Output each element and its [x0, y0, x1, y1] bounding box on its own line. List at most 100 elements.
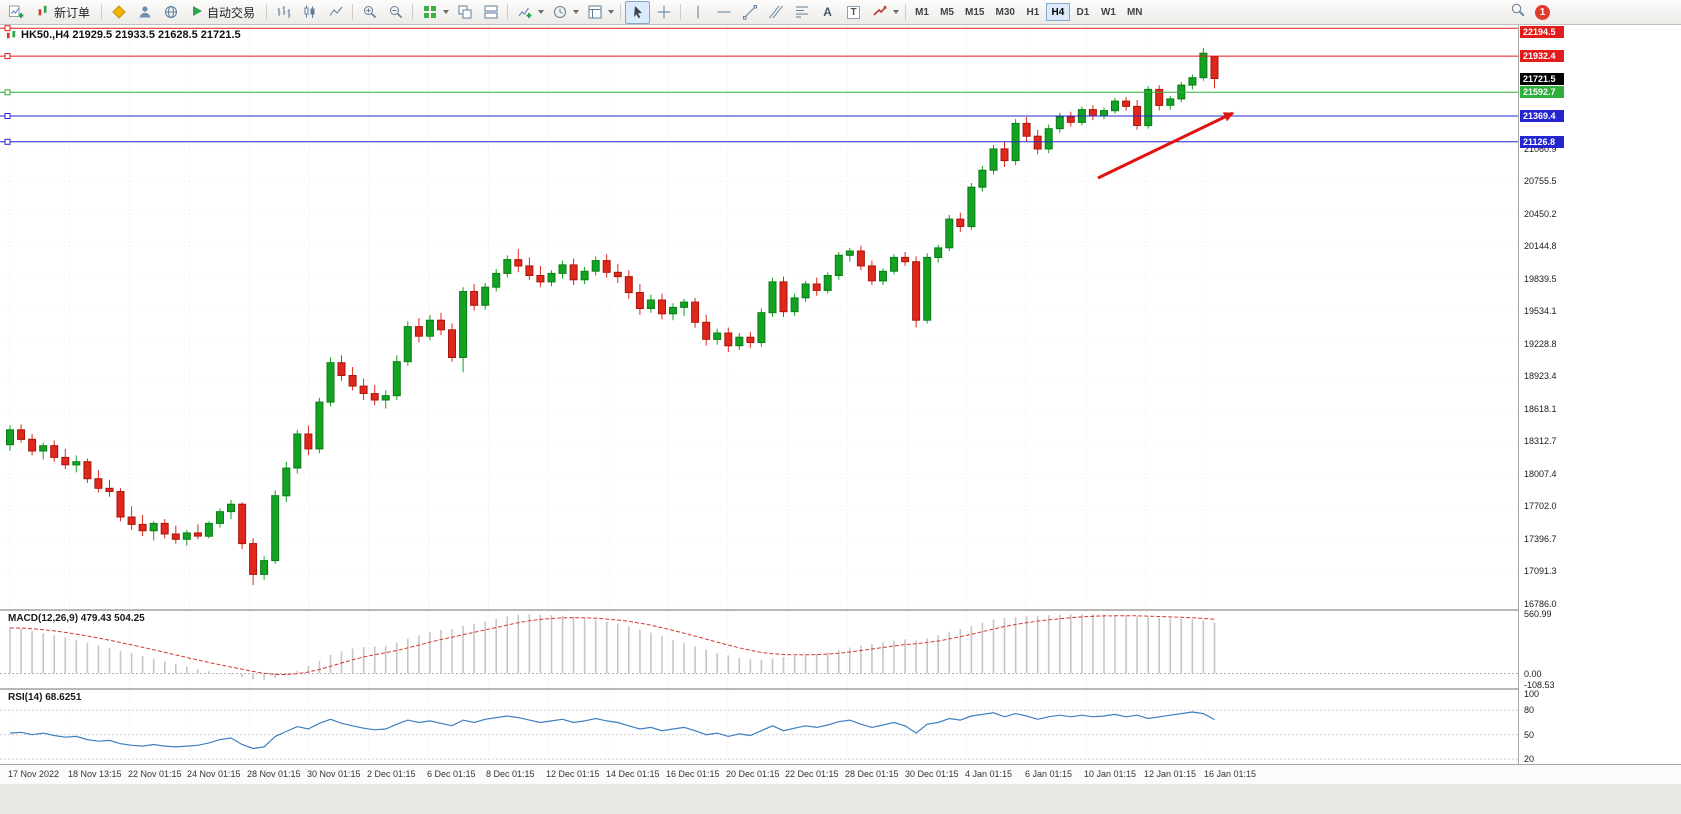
rsi-chart [0, 690, 1518, 764]
search-icon[interactable] [1510, 2, 1526, 23]
price-tick: 17091.3 [1524, 566, 1557, 577]
line-price-tag: 21592.7 [1520, 86, 1564, 99]
mql5-icon[interactable] [106, 1, 131, 24]
profile-icon[interactable] [132, 1, 157, 24]
rsi-tick: 80 [1524, 705, 1535, 716]
chevron-down-icon[interactable] [538, 10, 545, 14]
macd-signal-line [9, 615, 1215, 676]
trend-arrow[interactable] [1097, 111, 1234, 180]
time-label: 12 Jan 01:15 [1144, 769, 1197, 779]
chevron-down-icon[interactable] [608, 10, 615, 14]
tile-horizontal-icon[interactable] [478, 1, 503, 24]
horizontal-line[interactable] [0, 53, 1518, 60]
cascade-windows-icon[interactable] [452, 1, 477, 24]
price-tick: 18923.4 [1524, 371, 1557, 382]
timeframe-d1[interactable]: D1 [1071, 3, 1095, 21]
shapes-icon[interactable] [867, 1, 892, 24]
chevron-down-icon[interactable] [443, 10, 450, 14]
new-order-button[interactable]: 新订单 [29, 2, 97, 23]
rsi-line [9, 711, 1215, 750]
timeframe-h1[interactable]: H1 [1021, 3, 1045, 21]
price-tick: 20144.8 [1524, 241, 1557, 252]
rsi-pane[interactable]: RSI(14) 68.6251 [0, 690, 1518, 764]
crosshair-icon[interactable] [651, 1, 676, 24]
autotrading-button[interactable]: 自动交易 [184, 2, 262, 23]
horizontal-line[interactable] [0, 113, 1518, 119]
text-tool-icon[interactable]: A [823, 5, 832, 19]
candlestick-chart[interactable] [0, 25, 1518, 609]
window-margin [0, 784, 1681, 814]
add-indicator-icon[interactable] [512, 1, 537, 24]
grid [9, 611, 1207, 688]
price-chart-pane[interactable]: HK50.,H4 21929.5 21933.5 21628.5 21721.5 [0, 25, 1518, 609]
timeframe-mn[interactable]: MN [1122, 3, 1148, 21]
new-chart-icon[interactable] [3, 1, 28, 24]
grid [9, 690, 1207, 764]
separator [680, 4, 682, 20]
chevron-down-icon[interactable] [893, 10, 900, 14]
trendline-icon[interactable] [737, 1, 762, 24]
time-label: 4 Jan 01:15 [965, 769, 1013, 779]
macd-tick: 0.00 [1524, 668, 1542, 679]
community-icon[interactable] [158, 1, 183, 24]
separator [352, 4, 354, 20]
time-label: 30 Dec 01:15 [905, 769, 959, 779]
timeframe-m5[interactable]: M5 [935, 3, 959, 21]
horizontal-line-icon[interactable] [711, 1, 736, 24]
price-tick: 21060.9 [1524, 143, 1557, 154]
chart-candles-icon[interactable] [297, 1, 322, 24]
vertical-line-icon[interactable] [685, 1, 710, 24]
macd-tick: -108.53 [1524, 680, 1555, 690]
separator [507, 4, 509, 20]
timeframe-w1[interactable]: W1 [1096, 3, 1121, 21]
macd-tick: 560.99 [1524, 609, 1552, 619]
timeframe-m1[interactable]: M1 [910, 3, 934, 21]
horizontal-line[interactable] [0, 25, 1518, 32]
new-order-label: 新订单 [54, 5, 91, 20]
time-label: 10 Jan 01:15 [1084, 769, 1137, 779]
alerts-badge[interactable]: 1 [1535, 5, 1550, 20]
pane-divider[interactable] [0, 688, 1681, 690]
equidistant-channel-icon[interactable] [763, 1, 788, 24]
time-label: 20 Dec 01:15 [726, 769, 780, 779]
chevron-down-icon[interactable] [573, 10, 580, 14]
chart-bars-icon[interactable] [271, 1, 296, 24]
tile-windows-icon[interactable] [417, 1, 442, 24]
price-tick: 20450.2 [1524, 208, 1557, 219]
time-label: 28 Nov 01:15 [247, 769, 301, 779]
time-axis[interactable]: 17 Nov 2022 18 Nov 13:15 22 Nov 01:15 24 No… [0, 764, 1681, 784]
price-tick: 16786.0 [1524, 598, 1557, 609]
zoom-in-icon[interactable] [357, 1, 382, 24]
periods-icon[interactable] [547, 1, 572, 24]
label-tool-icon[interactable]: T [841, 1, 866, 24]
pane-divider[interactable] [0, 609, 1681, 611]
horizontal-line[interactable] [0, 138, 1518, 145]
rsi-tick: 100 [1524, 689, 1540, 700]
time-label: 16 Dec 01:15 [666, 769, 720, 779]
timeframe-h4[interactable]: H4 [1045, 3, 1070, 21]
chart-line-icon[interactable] [323, 1, 348, 24]
price-tick: 19228.8 [1524, 338, 1557, 349]
separator [905, 4, 907, 20]
timeframe-m30[interactable]: M30 [990, 3, 1019, 21]
time-label: 2 Dec 01:15 [367, 769, 416, 779]
rsi-label: RSI(14) 68.6251 [8, 692, 82, 703]
rsi-tick: 20 [1524, 754, 1535, 765]
macd-pane[interactable]: MACD(12,26,9) 479.43 504.25 [0, 611, 1518, 688]
time-label: 28 Dec 01:15 [845, 769, 899, 779]
fibonacci-icon[interactable] [789, 1, 814, 24]
price-tick: 19839.5 [1524, 273, 1557, 284]
time-label: 22 Nov 01:15 [128, 769, 182, 779]
chart-symbol-icon [6, 30, 16, 38]
line-price-tag: 21932.4 [1520, 50, 1564, 63]
line-price-tag: 21126.8 [1520, 135, 1564, 148]
timeframe-m15[interactable]: M15 [960, 3, 989, 21]
time-label: 8 Dec 01:15 [486, 769, 535, 779]
cursor-icon[interactable] [625, 0, 651, 24]
zoom-out-icon[interactable] [383, 1, 408, 24]
price-axis[interactable]: 21060.9 20755.5 20450.2 20144.8 19839.5 19534… [1518, 25, 1681, 764]
line-price-tag: 22194.5 [1520, 26, 1564, 38]
macd-label: MACD(12,26,9) 479.43 504.25 [8, 613, 145, 624]
horizontal-line[interactable] [0, 89, 1518, 96]
templates-icon[interactable] [582, 1, 607, 24]
